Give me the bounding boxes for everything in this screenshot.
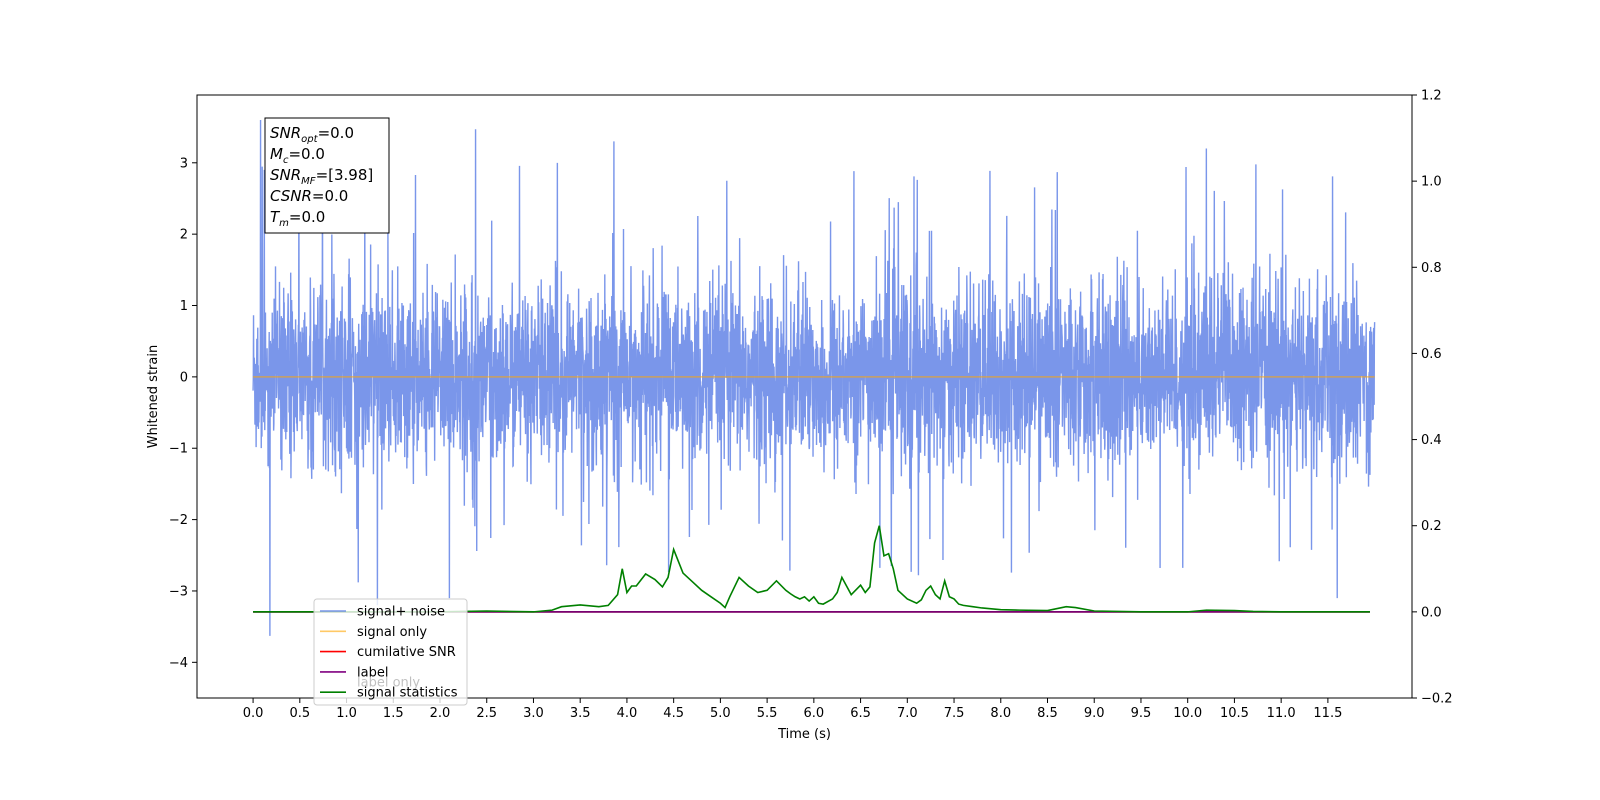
x-tick-label: 1.0: [336, 706, 357, 721]
x-tick-label: 8.0: [990, 706, 1011, 721]
x-tick-label: 11.5: [1313, 706, 1342, 721]
x-tick-label: 7.5: [944, 706, 965, 721]
x-tick-label: 2.0: [430, 706, 451, 721]
y-tick-label: −1: [169, 442, 188, 457]
y-tick-label: −4: [169, 656, 188, 671]
x-tick-label: 1.5: [383, 706, 404, 721]
x-tick-label: 2.5: [476, 706, 497, 721]
annotation-line: CSNR=0.0: [270, 187, 348, 205]
annotation-line: Mc=0.0: [270, 145, 325, 166]
x-tick-label: 3.0: [523, 706, 544, 721]
y2-tick-label: −0.2: [1421, 692, 1453, 707]
y-tick-label: 1: [180, 299, 188, 314]
y-tick-label: −3: [169, 584, 188, 599]
y-tick-label: 0: [180, 370, 188, 385]
x-tick-label: 4.0: [617, 706, 638, 721]
annotation-line: SNRMF=[3.98]: [270, 166, 373, 187]
legend-frame: [313, 598, 468, 706]
legend-entry: cumilative SNR: [357, 645, 456, 660]
y-axis-ticks: −4 −3 −2 −1 0 1 2 3: [169, 156, 197, 671]
x-tick-label: 5.0: [710, 706, 731, 721]
y-axis-label: Whitened strain: [146, 345, 161, 448]
legend-entry: signal+ noise: [357, 605, 445, 620]
x-tick-label: 9.5: [1131, 706, 1152, 721]
x-tick-label: 4.5: [663, 706, 684, 721]
y2-tick-label: 1.0: [1421, 175, 1442, 190]
y-tick-label: −2: [169, 513, 188, 528]
x-axis-ticks: 0.0 0.5 1.0 1.5 2.0 2.5 3.0 3.5 4.0 4.5 5.0 5.5 6.0 6…: [243, 698, 1342, 721]
legend-entry: label: [357, 665, 388, 680]
x-tick-label: 6.5: [850, 706, 871, 721]
y2-axis-ticks: −0.2 0.0 0.2 0.4 0.6 0.8 1.0 1.2: [1412, 89, 1453, 707]
annotation-line: SNRopt=0.0: [270, 124, 354, 145]
x-tick-label: 11.0: [1267, 706, 1296, 721]
legend-entry: signal statistics: [357, 686, 458, 701]
legend-entry-faint: label only: [357, 676, 420, 691]
x-tick-label: 6.0: [804, 706, 825, 721]
plot-area: [252, 119, 1376, 636]
series-signal-statistics-line: [253, 525, 1370, 613]
y2-tick-label: 1.2: [1421, 89, 1442, 104]
x-tick-label: 8.5: [1037, 706, 1058, 721]
y2-tick-label: 0.8: [1421, 261, 1442, 276]
y-tick-label: 2: [180, 228, 188, 243]
y2-tick-label: 0.2: [1421, 519, 1442, 534]
axes-frame: [196, 94, 1413, 699]
x-tick-label: 7.0: [897, 706, 918, 721]
annotation-line: Tm=0.0: [270, 208, 325, 229]
y2-tick-label: 0.4: [1421, 433, 1442, 448]
y2-tick-label: 0.0: [1421, 605, 1442, 620]
x-tick-label: 0.5: [289, 706, 310, 721]
x-axis-label: Time (s): [777, 727, 831, 742]
y-tick-label: 3: [180, 156, 188, 171]
x-tick-label: 10.0: [1173, 706, 1202, 721]
x-tick-label: 10.5: [1220, 706, 1249, 721]
x-tick-label: 0.0: [243, 706, 264, 721]
y2-tick-label: 0.6: [1421, 347, 1442, 362]
legend: signal+ noise signal only cumilative SNR la…: [313, 598, 468, 706]
x-tick-label: 9.0: [1084, 706, 1105, 721]
annotation-frame: [264, 117, 390, 234]
x-tick-label: 5.5: [757, 706, 778, 721]
legend-entry: signal only: [357, 625, 427, 640]
series-signal-noise-line: [252, 119, 1376, 636]
x-tick-label: 3.5: [570, 706, 591, 721]
